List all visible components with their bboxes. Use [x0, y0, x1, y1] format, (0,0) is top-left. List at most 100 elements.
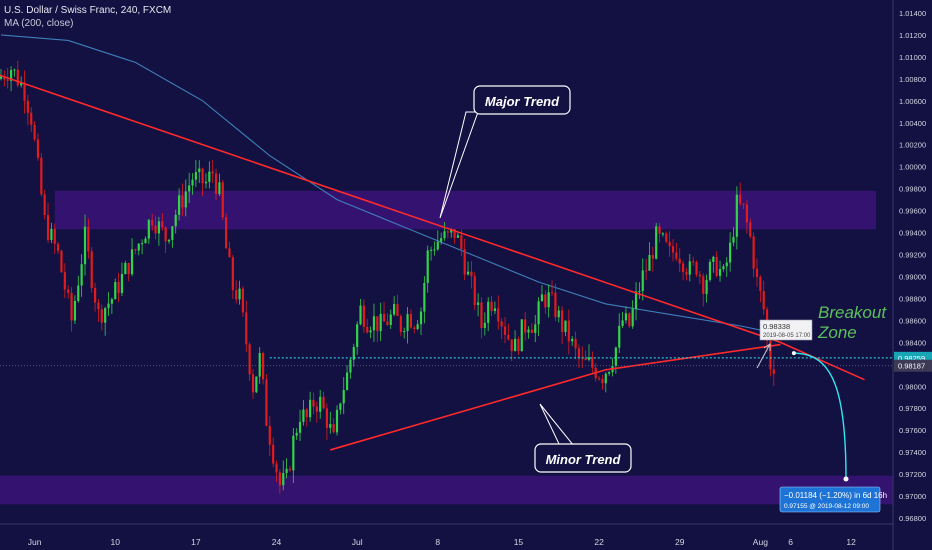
candle-body — [46, 214, 50, 240]
candle-body — [137, 243, 140, 251]
candle-body — [70, 292, 73, 321]
candle-body — [715, 256, 718, 276]
candle-body — [16, 69, 19, 86]
candle-body — [409, 314, 413, 328]
minor-trend-callout: Minor Trend — [534, 403, 632, 473]
candle-body — [305, 409, 308, 418]
candle-body — [3, 76, 6, 80]
candle-body — [658, 226, 661, 234]
chart-title: U.S. Dollar / Swiss Franc, 240, FXCM — [4, 5, 172, 16]
candle-body — [698, 274, 701, 277]
candle-body — [349, 359, 352, 373]
x-tick-label: Jul — [352, 537, 363, 547]
candle-body — [366, 326, 369, 333]
resistance-zone — [54, 190, 876, 230]
candle-body — [87, 226, 90, 252]
candle-body — [574, 338, 577, 349]
candle-body — [144, 238, 147, 244]
candle-body — [177, 195, 181, 215]
candle-body — [406, 314, 409, 332]
candle-body — [520, 319, 523, 352]
candle-body — [288, 468, 292, 471]
candle-body — [702, 276, 705, 294]
projection-origin-point — [791, 351, 796, 356]
candle-body — [238, 288, 241, 300]
candle-body — [255, 376, 258, 393]
candle-body — [577, 348, 581, 358]
candle-body — [500, 321, 503, 327]
candle-body — [507, 334, 510, 340]
candle-body — [688, 261, 691, 275]
svg-text:Minor Trend: Minor Trend — [546, 452, 622, 467]
candle-body — [268, 425, 271, 445]
candle-body — [638, 290, 641, 292]
indicator-label: MA (200, close) — [4, 18, 74, 29]
y-tick-label: 1.01400 — [899, 9, 926, 18]
y-tick-label: 0.97600 — [899, 426, 926, 435]
candle-body — [208, 171, 211, 182]
candle-body — [36, 139, 40, 158]
candle-body — [40, 157, 43, 195]
candle-body — [191, 179, 194, 186]
candle-body — [285, 468, 288, 473]
candle-body — [608, 372, 611, 374]
candle-body — [157, 221, 161, 234]
x-tick-label: 15 — [514, 537, 524, 547]
candle-body — [30, 112, 33, 125]
candle-body — [665, 233, 668, 242]
candle-body — [517, 338, 520, 352]
candle-body — [33, 124, 36, 140]
y-tick-label: 1.00800 — [899, 75, 926, 84]
candle-body — [473, 276, 476, 305]
y-tick-label: 1.00200 — [899, 141, 926, 150]
candle-body — [749, 222, 752, 237]
projection-label: −0.01184 (−1.20%) in 6d 16h 0.97155 @ 201… — [779, 486, 887, 513]
candle-body — [218, 182, 221, 194]
candle-body — [83, 226, 87, 265]
y-tick-label: 1.01000 — [899, 53, 926, 62]
candle-body — [204, 181, 208, 184]
candle-body — [419, 311, 423, 325]
candle-body — [695, 261, 698, 275]
candle-body — [114, 282, 117, 300]
candle-body — [557, 310, 560, 318]
major-trend-line — [0, 74, 865, 381]
svg-text:0.98259: 0.98259 — [898, 354, 925, 363]
candle-body — [225, 217, 228, 249]
y-tick-label: 0.99400 — [899, 229, 926, 238]
candle-body — [332, 424, 335, 433]
candle-body — [524, 319, 527, 333]
candle-body — [537, 301, 540, 325]
candle-body — [90, 251, 93, 288]
candle-body — [67, 289, 70, 293]
candle-body — [298, 421, 302, 433]
y-tick-label: 0.99000 — [899, 272, 926, 281]
candle-body — [477, 302, 480, 305]
candle-body — [198, 168, 201, 173]
candle-body — [739, 194, 742, 204]
candle-body — [456, 235, 460, 238]
candle-body — [275, 463, 278, 473]
candle-body — [661, 233, 665, 235]
candle-body — [487, 301, 490, 323]
candle-body — [755, 268, 759, 277]
candle-body — [342, 389, 345, 404]
candle-body — [295, 432, 298, 436]
candle-body — [550, 292, 554, 294]
candle-body — [413, 327, 416, 329]
candle-body — [567, 320, 570, 342]
y-tick-label: 0.99800 — [899, 185, 926, 194]
candle-body — [73, 300, 77, 321]
candle-body — [164, 227, 167, 242]
candle-body — [13, 69, 16, 71]
candle-body — [705, 279, 708, 294]
candle-body — [134, 249, 137, 251]
candle-body — [26, 100, 29, 113]
candle-body — [278, 472, 281, 486]
x-tick-label: 22 — [594, 537, 604, 547]
candle-body — [436, 241, 439, 250]
candle-body — [490, 301, 493, 312]
candle-body — [591, 357, 594, 368]
candle-body — [339, 403, 342, 410]
